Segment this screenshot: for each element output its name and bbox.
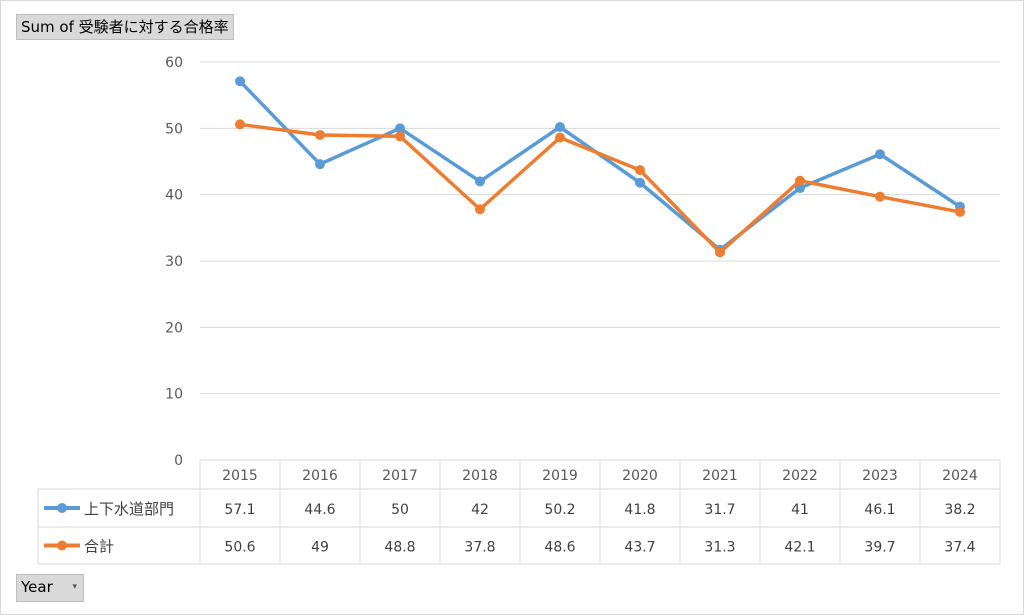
data-point: [475, 176, 485, 187]
data-table-value: 38.2: [944, 502, 975, 518]
x-tick-label: 2020: [622, 468, 658, 484]
data-table-value: 41: [791, 502, 809, 518]
y-axis: 0 10 20 30 40 50 60: [165, 55, 183, 469]
x-tick-label: 2018: [462, 468, 498, 484]
data-table-value: 43.7: [624, 540, 655, 556]
legend-key-marker: [57, 503, 67, 513]
x-tick-label: 2016: [302, 468, 338, 484]
data-table-value: 50.6: [224, 540, 255, 556]
series-line: [238, 122, 962, 255]
x-tick-label: 2023: [862, 468, 898, 484]
data-point: [395, 123, 405, 134]
x-tick-label: 2019: [542, 468, 578, 484]
year-field-label: Year: [21, 578, 53, 596]
series-line: [238, 79, 962, 252]
data-point: [635, 177, 645, 188]
data-point: [875, 149, 885, 160]
data-table: 2015 2016 2017 2018 2019 2020 2021 2022 2023 2024…: [37, 459, 1001, 565]
data-table-value: 31.7: [704, 502, 735, 518]
data-point: [875, 191, 885, 202]
x-tick-label: 2017: [382, 468, 418, 484]
data-table-value: 46.1: [864, 502, 895, 518]
data-point: [555, 132, 565, 143]
dropdown-arrow-icon[interactable]: ▾: [72, 582, 77, 592]
y-tick-label: 20: [165, 320, 183, 336]
legend-label: 上下水道部門: [84, 500, 174, 518]
data-point: [315, 159, 325, 170]
data-point: [795, 183, 805, 194]
data-point: [475, 204, 485, 215]
data-table-value: 37.4: [944, 540, 975, 556]
y-tick-label: 30: [165, 254, 183, 270]
x-tick-label: 2024: [942, 468, 978, 484]
data-table-value: 57.1: [224, 502, 255, 518]
data-table-value: 50.2: [544, 502, 575, 518]
data-table-value: 44.6: [304, 502, 335, 518]
gridlines: [200, 61, 1000, 395]
data-point: [555, 122, 565, 133]
data-point: [235, 76, 245, 87]
y-tick-label: 10: [165, 387, 183, 403]
data-table-value: 31.3: [704, 540, 735, 556]
x-tick-label: 2021: [702, 468, 738, 484]
data-table-value: 42: [471, 502, 489, 518]
data-table-value: 48.8: [384, 540, 415, 556]
y-tick-label: 0: [174, 453, 183, 469]
data-point: [715, 247, 725, 258]
x-tick-label: 2015: [222, 468, 258, 484]
year-field-button[interactable]: Year ▾: [16, 574, 84, 602]
y-tick-label: 60: [165, 55, 183, 71]
data-point: [955, 206, 965, 217]
x-tick-label: 2022: [782, 468, 818, 484]
series-lines: [235, 76, 965, 258]
data-table-value: 48.6: [544, 540, 575, 556]
value-field-label: Sum of 受験者に対する合格率: [21, 18, 229, 36]
legend-label: 合計: [84, 538, 114, 556]
data-table-value: 49: [311, 540, 329, 556]
data-point: [315, 129, 325, 140]
data-table-value: 41.8: [624, 502, 655, 518]
data-point: [635, 165, 645, 176]
data-point: [795, 175, 805, 186]
data-table-value: 37.8: [464, 540, 495, 556]
data-table-value: 50: [391, 502, 409, 518]
y-tick-label: 50: [165, 121, 183, 137]
value-field-button[interactable]: Sum of 受験者に対する合格率: [16, 14, 234, 40]
data-point: [395, 131, 405, 142]
data-table-value: 42.1: [784, 540, 815, 556]
data-table-value: 39.7: [864, 540, 895, 556]
y-tick-label: 40: [165, 188, 183, 204]
legend-key-marker: [57, 540, 67, 551]
data-point: [235, 119, 245, 130]
